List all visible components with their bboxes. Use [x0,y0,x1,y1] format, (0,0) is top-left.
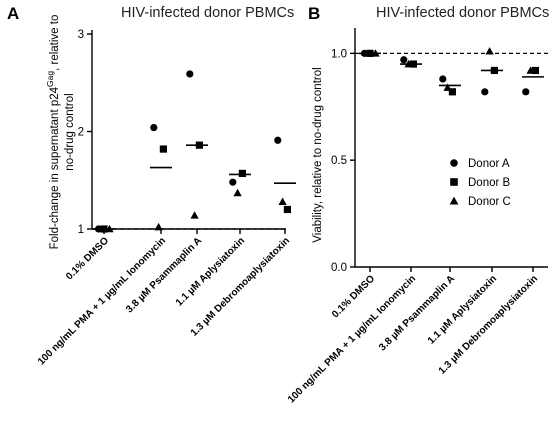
legend: Donor A Donor B Donor C [449,158,511,208]
data-point-donor-c [278,197,287,206]
legend-triangle-icon [449,196,459,205]
data-point-donor-b [238,169,246,178]
data-point-donor-a [400,56,408,64]
data-point-donor-a [150,124,158,132]
legend-circle-icon [450,159,458,167]
panel-a-chart: A HIV-infected donor PBMCs 1 2 3 0.1% DMSO100… [7,4,296,368]
y-axis-label: Fold-change in supernatant p24Gag, relat… [45,15,76,250]
data-point-donor-b [448,88,456,96]
data-point-donor-c [154,222,163,231]
panel-letter: B [308,4,320,23]
x-category-label: 3.8 µM Psammaplin A [124,235,204,315]
y-tick-label: 0.5 [331,155,347,167]
y-axis-label: Viability, relative to no-drug control [312,67,324,242]
data-point-donor-a [186,70,194,78]
y-tick-label: 1 [78,224,84,236]
y-tick-label: 2 [78,127,84,139]
legend-label: Donor B [468,177,511,189]
data-point-donor-b [283,205,291,214]
y-tick-label: 3 [78,29,84,41]
legend-square-icon [450,178,458,186]
x-category-label: 3.8 µM Psammaplin A [377,273,457,353]
data-point-donor-a [439,75,447,83]
panel-letter: A [7,4,19,23]
data-point-donor-a [481,88,489,96]
data-point-donor-c [526,66,535,74]
x-category-label: 1.3 µM Debromoaplysiatoxin [189,235,292,338]
data-point-donor-a [229,178,237,186]
data-point-donor-c [485,47,494,55]
chart-title: HIV-infected donor PBMCs [376,5,549,21]
legend-label: Donor A [468,158,510,170]
data-point-donor-a [522,88,530,96]
data-point-donor-b [531,66,539,75]
y-tick-label: 0.0 [331,262,347,274]
x-category-label: 0.1% DMSO [64,235,111,282]
data-point-donor-a [274,136,282,144]
data-point-donor-c [233,188,242,197]
data-point-donor-c [443,83,452,91]
x-category-label: 100 ng/mL PMA + 1 µg/mL Ionomycin [36,235,168,367]
x-category-label: 1.1 µM Aplysiatoxin [426,273,499,346]
y-tick-label: 1.0 [331,48,347,60]
data-point-donor-b [159,145,167,153]
chart-title: HIV-infected donor PBMCs [121,5,294,21]
legend-label: Donor C [468,196,511,208]
data-point-donor-c [190,211,199,219]
